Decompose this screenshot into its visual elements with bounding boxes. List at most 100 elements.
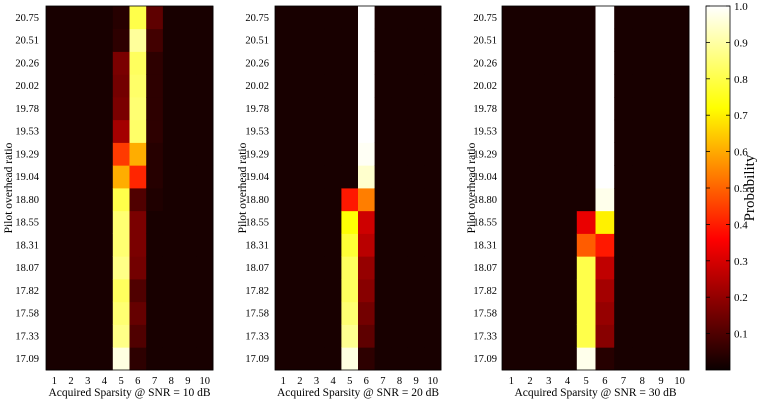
y-tick-label: 18.55	[245, 218, 269, 229]
heatmap-cell	[576, 74, 596, 98]
heatmap-cell	[374, 188, 392, 212]
heatmap-cell	[162, 97, 180, 121]
x-tick-label: 6	[135, 376, 140, 387]
heatmap-cell	[632, 188, 652, 212]
heatmap-cell	[407, 256, 425, 280]
heatmap-cell	[162, 347, 180, 371]
y-tick-label: 18.07	[473, 263, 497, 274]
heatmap-cell	[291, 279, 309, 303]
heatmap-panel-1: 17.09 17.33 17.58 17.82 18.07 18.31 18.55 18.80…	[3, 5, 214, 399]
heatmap-cell	[391, 74, 409, 98]
heatmap-cell	[374, 28, 392, 52]
heatmap-cell	[558, 97, 578, 121]
heatmap-cell	[79, 256, 97, 280]
heatmap-cell	[112, 51, 130, 75]
heatmap-cell	[146, 74, 164, 98]
heatmap-cell	[424, 301, 442, 325]
heatmap-cell	[96, 347, 114, 371]
heatmap-cell	[112, 347, 130, 371]
heatmap-cell	[46, 97, 64, 121]
y-tick-label: 20.02	[245, 81, 269, 92]
heatmap-cell	[79, 301, 97, 325]
heatmap-cell	[558, 28, 578, 52]
heatmap-cell	[96, 6, 114, 30]
heatmap-cell	[129, 28, 147, 52]
heatmap-cell	[374, 279, 392, 303]
heatmap-cell	[146, 51, 164, 75]
x-tick-label: 7	[152, 376, 157, 387]
x-tick-label: 2	[297, 376, 302, 387]
heatmap-cell	[79, 119, 97, 143]
heatmap-cell	[595, 142, 615, 166]
y-tick-label: 19.78	[15, 104, 39, 115]
heatmap-cell	[162, 6, 180, 30]
heatmap-cell	[341, 119, 359, 143]
heatmap-cell	[275, 210, 292, 234]
y-tick-label: 20.26	[473, 58, 497, 69]
heatmap-cell	[46, 74, 64, 98]
heatmap-cell	[179, 233, 197, 257]
heatmap-cell	[651, 97, 671, 121]
heatmap-cell	[539, 324, 559, 348]
heatmap-cell	[391, 210, 409, 234]
heatmap-cell	[391, 165, 409, 189]
heatmap-cell	[407, 97, 425, 121]
heatmap-cell	[576, 28, 596, 52]
heatmap-cell	[308, 233, 326, 257]
heatmap-cell	[179, 142, 197, 166]
y-tick-label: 18.31	[473, 240, 497, 251]
heatmap-cell	[424, 119, 442, 143]
y-tick-label: 20.26	[245, 58, 269, 69]
heatmap-cell	[670, 256, 690, 280]
heatmap-cell	[46, 6, 64, 30]
heatmap-cell	[291, 142, 309, 166]
heatmap-cell	[632, 51, 652, 75]
heatmap-cell	[275, 301, 292, 325]
heatmap-cell	[308, 279, 326, 303]
heatmap-cell	[275, 165, 292, 189]
heatmap-cell	[341, 97, 359, 121]
heatmap-cell	[539, 51, 559, 75]
heatmap-cell	[179, 119, 197, 143]
heatmap-cell	[129, 165, 147, 189]
heatmap-cell	[162, 301, 180, 325]
heatmap-cell	[614, 28, 634, 52]
y-axis-label: Pilot overhead ratio	[237, 142, 249, 233]
heatmap-cell	[520, 210, 540, 234]
x-tick-label: 1	[509, 376, 514, 387]
heatmap-cell	[670, 28, 690, 52]
heatmap-cell	[502, 142, 522, 166]
heatmap-cell	[196, 142, 214, 166]
heatmap-cell	[46, 165, 64, 189]
heatmap-cell	[614, 210, 634, 234]
heatmap-cell	[62, 279, 80, 303]
heatmap-cell	[275, 279, 292, 303]
heatmap-cell	[146, 6, 164, 30]
x-tick-label: 3	[546, 376, 551, 387]
heatmap-cell	[576, 165, 596, 189]
heatmap-cell	[539, 188, 559, 212]
heatmap-cell	[670, 165, 690, 189]
heatmap-cell	[632, 97, 652, 121]
heatmap-cell	[62, 347, 80, 371]
heatmap-cell	[324, 142, 342, 166]
heatmap-cell	[275, 188, 292, 212]
heatmap-cell	[502, 28, 522, 52]
heatmap-cell	[79, 233, 97, 257]
colorbar-tick-label: 1.0	[734, 1, 748, 13]
heatmap-cell	[62, 6, 80, 30]
heatmap-cell	[632, 6, 652, 30]
heatmap-cell	[179, 279, 197, 303]
heatmap-cell	[196, 347, 214, 371]
heatmap-cell	[520, 279, 540, 303]
heatmap-cell	[291, 74, 309, 98]
heatmap-cell	[324, 165, 342, 189]
heatmap-cell	[146, 210, 164, 234]
heatmap-cell	[79, 210, 97, 234]
heatmap-cell	[341, 6, 359, 30]
heatmap-cell	[196, 324, 214, 348]
heatmap-cell	[146, 142, 164, 166]
heatmap-cell	[129, 256, 147, 280]
x-tick-label: 8	[397, 376, 402, 387]
